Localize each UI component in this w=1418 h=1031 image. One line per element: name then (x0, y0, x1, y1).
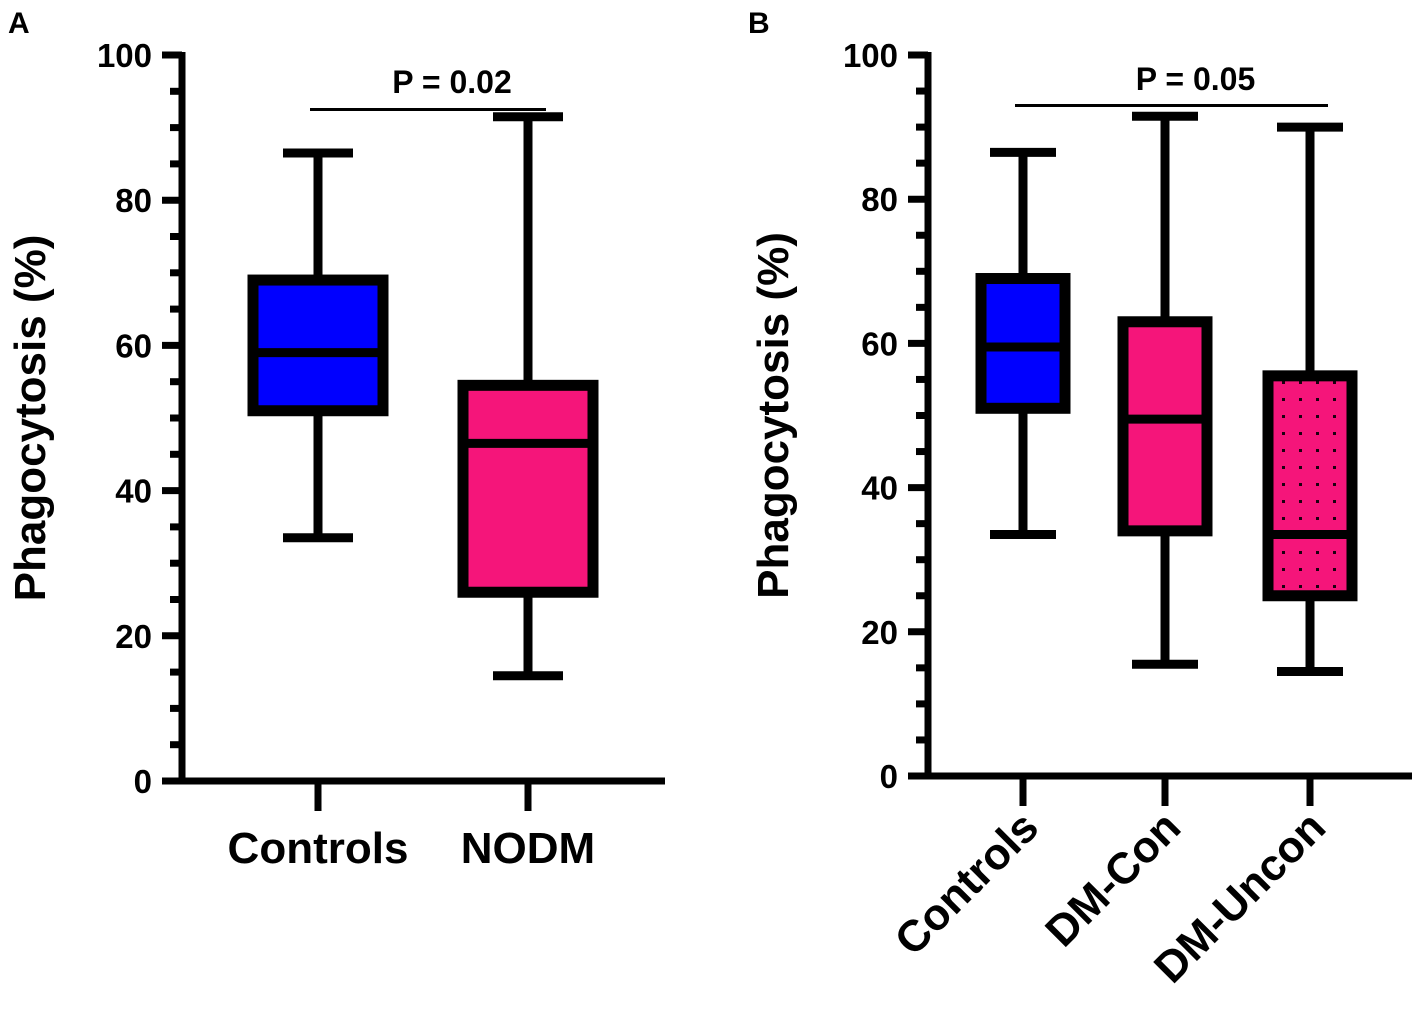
panel-a-chart: A 0 20 40 60 80 100 Phagocytosis (%) Controls NOD… (6, 7, 665, 873)
y-axis-title: Phagocytosis (%) (749, 232, 798, 599)
y-tick-label: 0 (880, 758, 898, 795)
p-value-label: P = 0.02 (392, 64, 512, 100)
x-category-label: DM-Con (1036, 802, 1190, 956)
panel-b-chart: B 0 20 40 60 80 100 Phagocytosis (%) ControlsDM-… (748, 7, 1412, 993)
x-category-label: Controls (228, 824, 409, 873)
y-tick-label: 80 (861, 181, 898, 218)
y-tick-label: 100 (843, 37, 898, 74)
x-category-label: NODM (461, 824, 595, 873)
y-tick-label: 40 (115, 473, 152, 510)
iqr-box (247, 274, 389, 417)
y-axis-title: Phagocytosis (%) (6, 235, 55, 602)
y-tick-label: 60 (115, 327, 152, 364)
iqr-box (1117, 316, 1213, 537)
iqr-box (457, 379, 599, 598)
y-tick-label: 60 (861, 325, 898, 362)
y-tick-label: 20 (861, 614, 898, 651)
p-value-label: P = 0.05 (1136, 61, 1256, 97)
y-tick-label: 0 (134, 763, 152, 800)
iqr-box (1262, 370, 1358, 602)
y-tick-label: 20 (115, 618, 152, 655)
y-tick-label: 100 (97, 37, 152, 74)
y-tick-label: 40 (861, 470, 898, 507)
panel-label: A (8, 7, 30, 40)
panel-label: B (748, 7, 770, 40)
y-tick-label: 80 (115, 182, 152, 219)
x-category-label: Controls (886, 802, 1049, 965)
